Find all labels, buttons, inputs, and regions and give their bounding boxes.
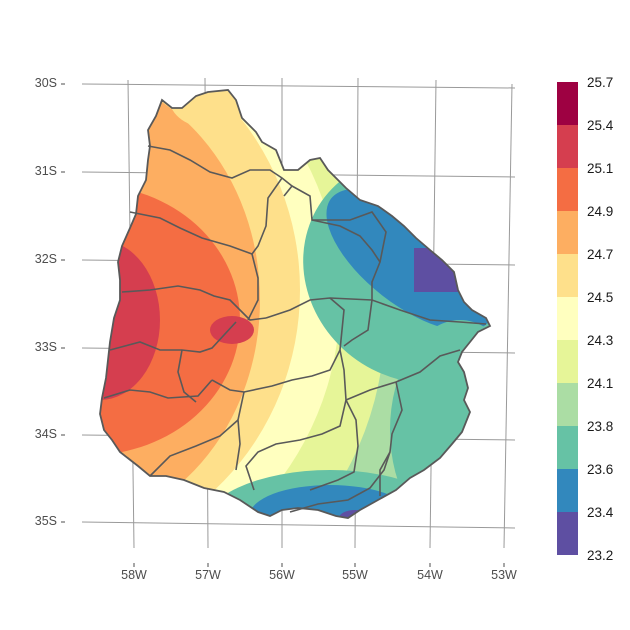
colorbar-band (557, 254, 578, 297)
colorbar-band (557, 340, 578, 383)
colorbar-label: 24.5 (587, 290, 614, 305)
country-outline (99, 89, 492, 519)
colorbar-label: 24.1 (587, 376, 614, 391)
colorbar-label: 24.7 (587, 247, 614, 262)
x-tick-label: 56W (269, 568, 295, 582)
colorbar-label: 24.3 (587, 333, 614, 348)
y-tick-label: 33S (34, 340, 57, 354)
x-tick-label: 57W (195, 568, 221, 582)
colorbar-band (557, 211, 578, 254)
colorbar-band (557, 426, 578, 469)
y-tick-label: 30S (34, 76, 57, 90)
colorbar-label: 25.1 (587, 161, 614, 176)
axis-ticks (61, 83, 505, 567)
y-tick-label: 35S (34, 514, 57, 528)
colorbar-label: 23.6 (587, 462, 614, 477)
colorbar-band (557, 383, 578, 426)
y-tick-label: 32S (34, 252, 57, 266)
colorbar-band (557, 469, 578, 512)
x-tick-label: 54W (417, 568, 443, 582)
x-tick-label: 55W (342, 568, 368, 582)
contour-fill (100, 90, 490, 518)
colorbar-band (557, 297, 578, 340)
colorbar-label: 24.9 (587, 204, 614, 219)
colorbar (557, 82, 578, 555)
colorbar-label: 25.7 (587, 75, 614, 90)
department-borders (103, 145, 487, 513)
y-tick-label: 31S (34, 164, 57, 178)
x-tick-label: 53W (491, 568, 517, 582)
y-tick-label: 34S (34, 427, 57, 441)
colorbar-label: 23.2 (587, 548, 614, 563)
colorbar-band (557, 82, 578, 125)
colorbar-label: 25.4 (587, 118, 614, 133)
colorbar-band (557, 512, 578, 555)
colorbar-band (557, 125, 578, 168)
colorbar-label: 23.4 (587, 505, 614, 520)
x-tick-label: 58W (121, 568, 147, 582)
colorbar-label: 23.8 (587, 419, 614, 434)
colorbar-band (557, 168, 578, 211)
